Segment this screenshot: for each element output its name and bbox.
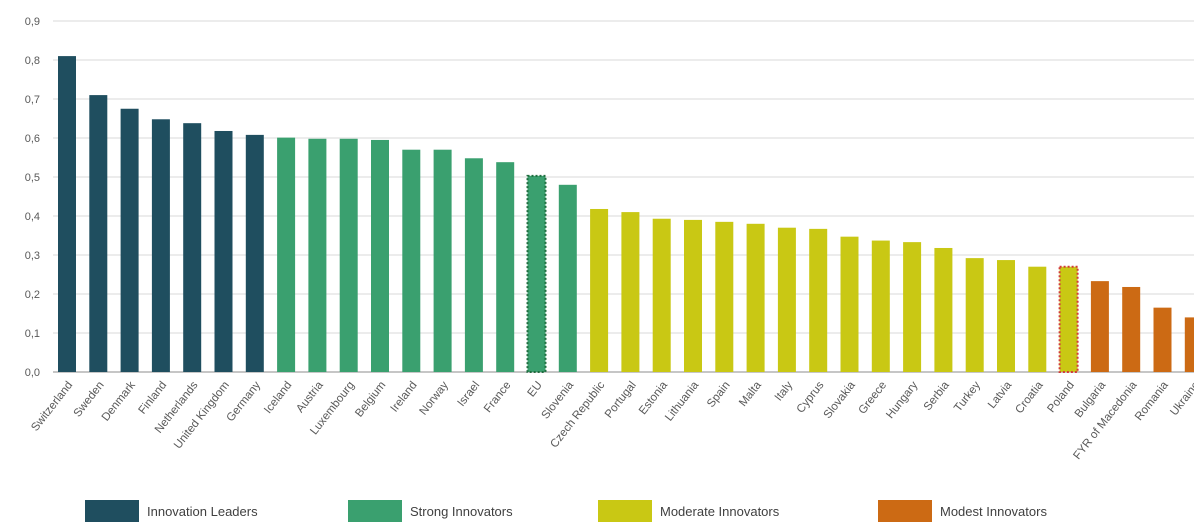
bar-czech-republic: [590, 208, 609, 372]
y-tick-label: 0,5: [25, 172, 40, 184]
bar-ukraine: [1184, 317, 1194, 372]
bar-estonia: [652, 218, 671, 372]
y-tick-label: 0,1: [25, 328, 40, 340]
legend-label-moderate-innovators: Moderate Innovators: [660, 503, 780, 519]
bar-denmark: [120, 108, 139, 372]
y-tick-label: 0,6: [25, 133, 40, 145]
legend-item-innovation-leaders: Innovation Leaders: [85, 500, 258, 522]
y-tick-label: 0,2: [25, 289, 40, 301]
legend: Innovation Leaders Strong Innovators Mod…: [0, 497, 1194, 523]
legend-swatch-modest-innovators: [878, 500, 932, 522]
bar-finland: [151, 119, 170, 372]
x-tick-label-ukraine: Ukraine: [1168, 379, 1194, 418]
bar-serbia: [934, 247, 953, 372]
x-tick-label-turkey: Turkey: [952, 379, 983, 414]
legend-item-strong-innovators: Strong Innovators: [348, 500, 513, 522]
x-tick-label-spain: Spain: [705, 379, 733, 410]
x-tick-label-belgium: Belgium: [353, 379, 388, 419]
y-tick-label: 0,7: [25, 94, 40, 106]
legend-label-modest-innovators: Modest Innovators: [940, 503, 1047, 519]
x-tick-label-finland: Finland: [137, 379, 170, 416]
bar-switzerland: [58, 56, 76, 372]
x-tick-label-serbia: Serbia: [922, 379, 952, 413]
bar-iceland: [277, 137, 296, 372]
x-tick-label-united-kingdom: United Kingdom: [172, 379, 232, 451]
bar-bulgaria: [1090, 281, 1109, 372]
x-tick-label-switzerland: Switzerland: [29, 379, 75, 433]
bar-turkey: [965, 258, 984, 372]
bar-fyr-of-macedonia: [1122, 286, 1141, 372]
bar-israel: [464, 158, 483, 372]
bar-slovakia: [840, 236, 859, 372]
x-tick-label-cyprus: Cyprus: [795, 379, 827, 415]
x-tick-label-poland: Poland: [1045, 379, 1077, 415]
bar-sweden: [89, 95, 108, 372]
x-tick-label-malta: Malta: [737, 379, 764, 409]
bar-romania: [1153, 307, 1172, 372]
x-tick-label-eu: EU: [526, 379, 545, 399]
x-tick-label-latvia: Latvia: [986, 379, 1015, 411]
bar-ireland: [402, 149, 421, 372]
bar-netherlands: [183, 123, 202, 373]
x-tick-label-portugal: Portugal: [603, 379, 639, 420]
bar-hungary: [903, 242, 922, 372]
x-tick-label-ireland: Ireland: [389, 379, 420, 414]
bar-austria: [308, 138, 327, 372]
y-tick-label: 0,0: [25, 367, 40, 379]
bar-luxembourg: [339, 138, 358, 372]
y-tick-label: 0,8: [25, 55, 40, 67]
x-tick-label-estonia: Estonia: [637, 379, 670, 417]
bar-croatia: [1028, 266, 1047, 372]
bar-slovenia: [558, 184, 577, 372]
y-tick-label: 0,4: [25, 211, 40, 223]
legend-swatch-strong-innovators: [348, 500, 402, 522]
bars: [58, 56, 1194, 374]
bar-belgium: [371, 139, 389, 372]
legend-label-innovation-leaders: Innovation Leaders: [147, 503, 258, 519]
bar-italy: [777, 227, 796, 372]
x-tick-label-iceland: Iceland: [262, 379, 294, 416]
legend-swatch-innovation-leaders: [85, 500, 139, 522]
legend-label-strong-innovators: Strong Innovators: [410, 503, 513, 519]
legend-swatch-moderate-innovators: [598, 500, 652, 522]
x-tick-label-france: France: [482, 379, 513, 415]
bar-cyprus: [809, 228, 828, 372]
x-tick-label-lithuania: Lithuania: [663, 379, 702, 424]
bar-united-kingdom: [214, 130, 233, 372]
bar-spain: [715, 221, 734, 372]
x-tick-labels: SwitzerlandSwedenDenmarkFinlandNetherlan…: [29, 379, 1194, 462]
y-tick-label: 0,3: [25, 250, 40, 262]
bar-lithuania: [684, 219, 702, 372]
bar-greece: [871, 240, 890, 372]
bar-portugal: [621, 212, 640, 372]
x-tick-label-croatia: Croatia: [1013, 379, 1046, 416]
x-tick-label-norway: Norway: [418, 379, 452, 417]
bar-france: [496, 162, 515, 372]
x-tick-label-italy: Italy: [773, 379, 796, 403]
legend-item-modest-innovators: Modest Innovators: [878, 500, 1047, 522]
x-tick-label-denmark: Denmark: [100, 379, 138, 423]
y-tick-label: 0,9: [25, 16, 40, 28]
x-tick-label-romania: Romania: [1133, 379, 1171, 423]
bar-norway: [433, 149, 452, 372]
x-tick-label-austria: Austria: [294, 379, 326, 415]
legend-item-moderate-innovators: Moderate Innovators: [598, 500, 779, 522]
y-axis: 0,0 0,1 0,2 0,3 0,4 0,5 0,6 0,7 0,8 0,9: [25, 16, 40, 379]
x-tick-label-hungary: Hungary: [884, 379, 920, 421]
bar-malta: [746, 223, 765, 372]
bar-germany: [245, 134, 264, 372]
x-tick-label-israel: Israel: [455, 379, 482, 409]
x-tick-label-slovakia: Slovakia: [822, 379, 859, 421]
bar-poland: [1058, 265, 1079, 374]
bar-latvia: [997, 260, 1015, 372]
x-tick-label-greece: Greece: [856, 379, 889, 416]
bar-eu: [526, 174, 547, 373]
